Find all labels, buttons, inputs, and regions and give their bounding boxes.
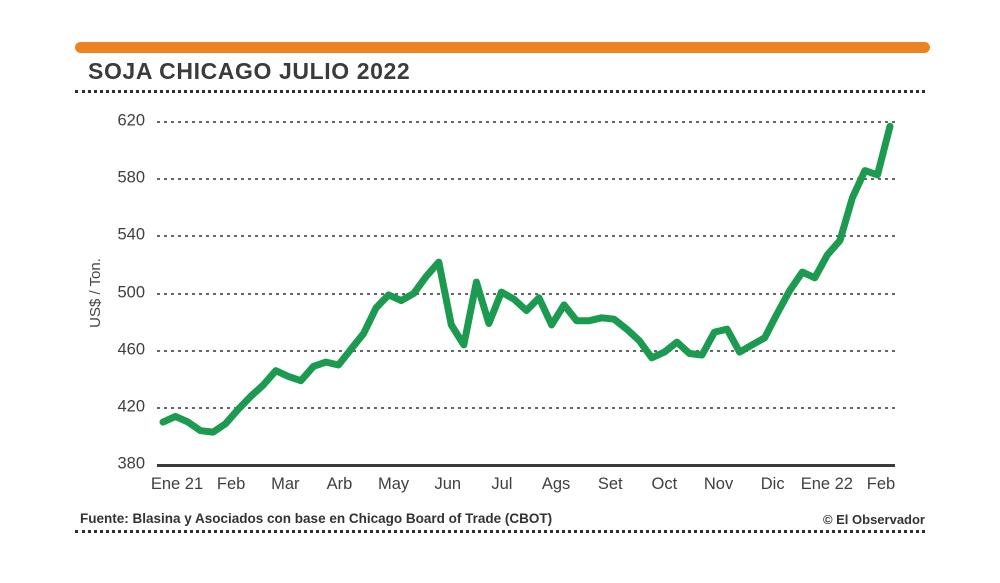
x-tick-label-feb: Feb [216, 475, 246, 493]
gridline-420 [157, 406, 895, 409]
x-tick-label-oct: Oct [651, 475, 678, 493]
gridline-580 [157, 178, 895, 181]
gridline-500 [157, 292, 895, 295]
accent-bar [75, 42, 930, 53]
x-tick-label-may: May [378, 475, 410, 493]
x-axis-baseline [157, 463, 895, 467]
y-tick-label-380: 380 [117, 454, 145, 473]
x-tick-label-nov: Nov [703, 475, 734, 493]
x-tick-label-set: Set [597, 475, 623, 493]
title-divider [75, 90, 925, 93]
y-tick-label-580: 580 [117, 168, 145, 187]
footer-divider [75, 530, 925, 533]
x-tick-label-jul: Jul [491, 475, 513, 493]
gridline-460 [157, 349, 895, 352]
x-tick-label-dic: Dic [760, 475, 785, 493]
gridline-620 [157, 121, 895, 123]
credit: © El Observador [822, 512, 925, 527]
x-tick-label-arb: Arb [326, 475, 353, 493]
source-note: Fuente: Blasina y Asociados con base en … [80, 511, 553, 526]
gridline-540 [157, 235, 895, 238]
x-tick-label-ene-22: Ene 22 [800, 475, 853, 493]
y-tick-label-460: 460 [117, 340, 145, 359]
price-line [159, 122, 894, 436]
y-tick-label-500: 500 [117, 283, 145, 302]
y-tick-label-540: 540 [117, 226, 145, 245]
x-tick-label-mar: Mar [271, 475, 300, 493]
y-tick-label-620: 620 [117, 111, 145, 130]
y-tick-label-420: 420 [117, 397, 145, 416]
x-tick-label-ags: Ags [541, 475, 571, 493]
x-tick-label-jun: Jun [434, 475, 462, 493]
chart-title: SOJA CHICAGO JULIO 2022 [88, 58, 411, 84]
x-tick-label-ene-21: Ene 21 [150, 475, 204, 493]
x-tick-label-feb: Feb [866, 475, 896, 493]
